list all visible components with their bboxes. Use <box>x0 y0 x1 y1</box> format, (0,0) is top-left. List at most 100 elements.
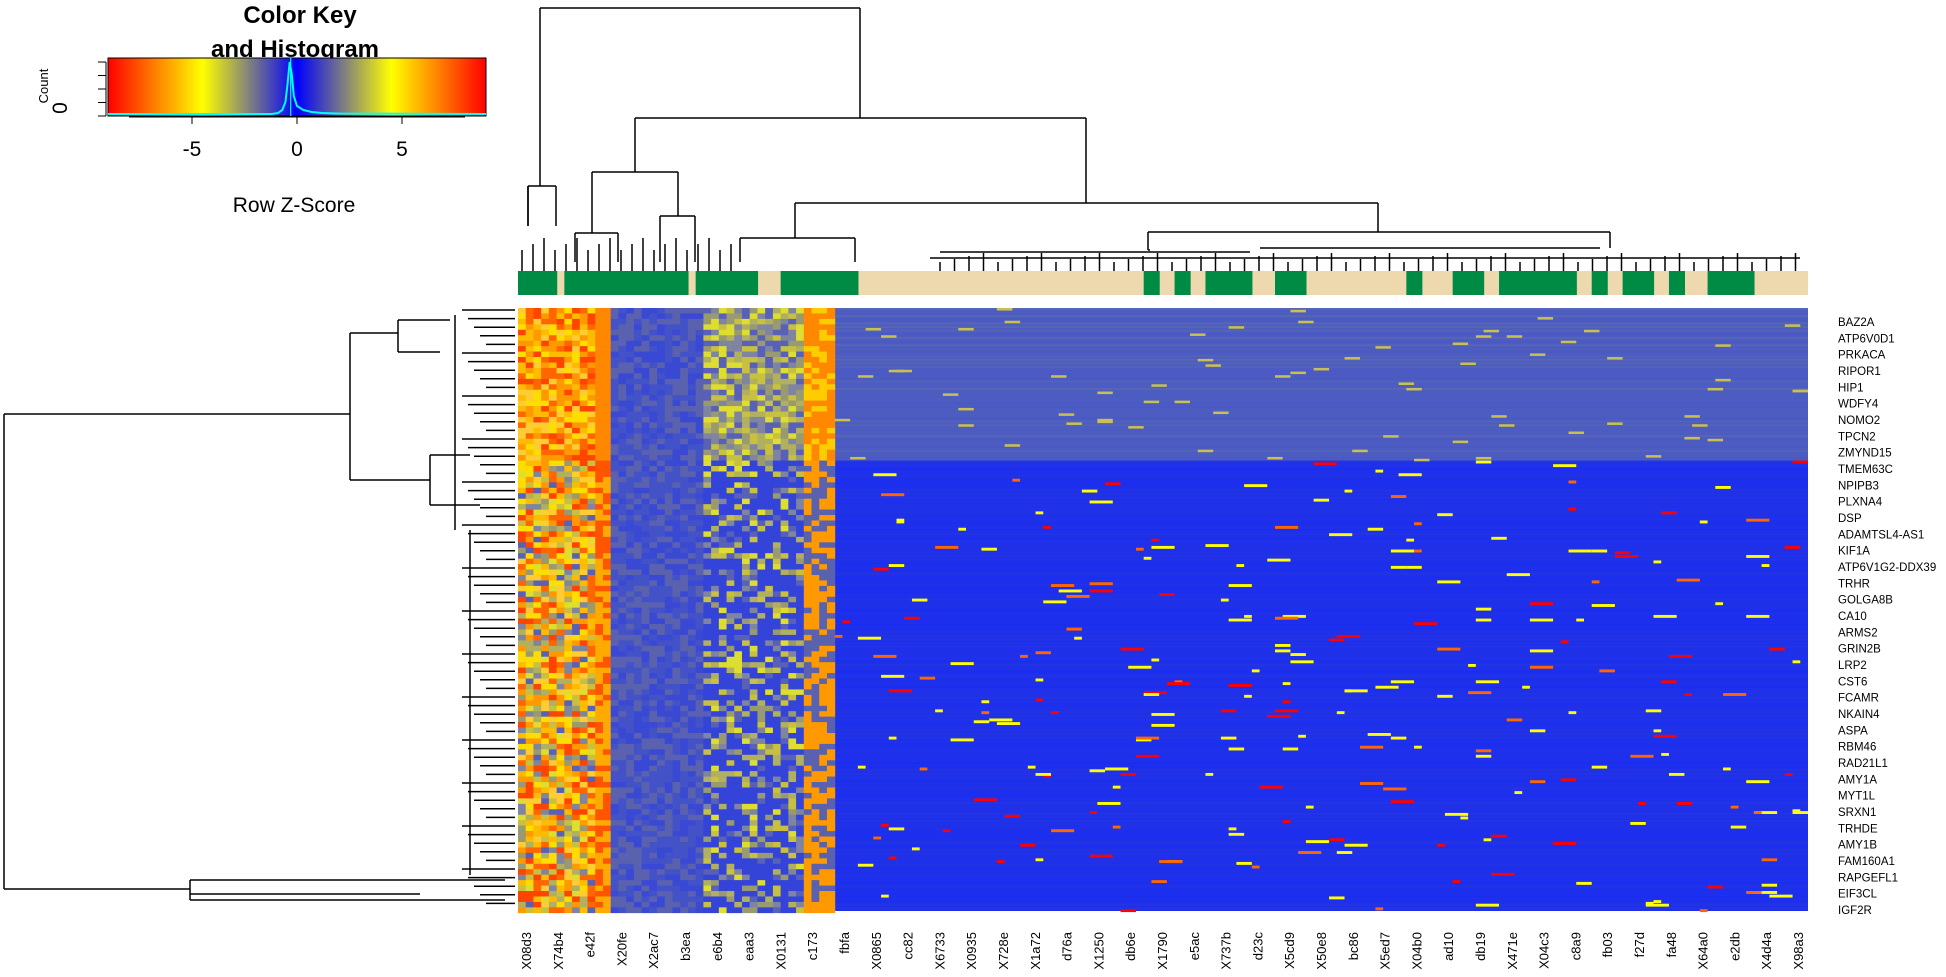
heatmap-cell <box>811 351 820 358</box>
heatmap-cell <box>780 574 789 581</box>
heatmap-cell <box>572 689 581 696</box>
heatmap-cell <box>749 885 758 892</box>
heatmap-cell <box>618 389 627 396</box>
heatmap-cell <box>819 329 828 336</box>
heatmap-cell <box>734 574 743 581</box>
annotation-cell <box>1275 271 1284 295</box>
heatmap-cell <box>664 662 673 668</box>
heatmap-cell <box>525 727 534 734</box>
heatmap-cell <box>703 613 712 619</box>
heatmap-cell <box>711 809 720 816</box>
heatmap-cell <box>533 367 542 374</box>
heatmap-cell <box>695 427 704 434</box>
heatmap-cell <box>680 782 689 788</box>
heatmap-cell <box>718 362 728 369</box>
heatmap-cell <box>742 694 751 701</box>
heatmap-cell <box>726 858 735 865</box>
heatmap-cell <box>657 907 666 914</box>
annotation-cell <box>834 271 844 295</box>
heatmap-cell <box>572 466 581 472</box>
heatmap-cell <box>757 792 766 799</box>
heatmap-row-stripe <box>834 536 1808 539</box>
heatmap-cell <box>618 558 627 565</box>
heatmap-cell <box>618 667 627 674</box>
heatmap-cell <box>626 787 635 794</box>
heatmap-cell <box>780 891 789 897</box>
heatmap-cell <box>564 318 573 325</box>
heatmap-cell <box>572 662 581 668</box>
heatmap-cell <box>703 852 712 859</box>
heatmap-cell <box>772 438 782 445</box>
heatmap-cell <box>757 460 766 467</box>
heatmap-cell <box>788 651 797 658</box>
heatmap-cell <box>772 466 782 472</box>
heatmap-cell <box>811 629 820 636</box>
heatmap-cell <box>772 389 782 396</box>
heatmap-cell <box>657 553 666 559</box>
heatmap-cell <box>595 776 604 783</box>
heatmap-cell <box>664 896 673 903</box>
heatmap-cell <box>811 847 820 854</box>
heatmap-cell <box>765 765 774 772</box>
heatmap-cell <box>533 885 542 892</box>
heatmap-row-stripe <box>834 751 1808 753</box>
heatmap-cell <box>618 318 627 325</box>
heatmap-cell <box>726 624 735 630</box>
heatmap-cell <box>610 553 619 559</box>
heatmap-cell <box>541 613 550 619</box>
heatmap-cell <box>626 357 635 363</box>
heatmap-cell <box>765 520 774 527</box>
heatmap-cell <box>641 673 650 679</box>
heatmap-cell <box>533 624 542 630</box>
heatmap-row-stripe <box>834 856 1808 859</box>
heatmap-cell <box>680 858 689 865</box>
heatmap-cell <box>765 831 774 837</box>
heatmap-cell <box>780 531 789 538</box>
heatmap-cell <box>564 596 573 603</box>
heatmap-cell <box>618 574 627 581</box>
heatmap-cell <box>633 362 643 369</box>
heatmap-cell <box>541 825 550 832</box>
heatmap-cell <box>718 531 728 538</box>
heatmap-cell <box>788 313 797 320</box>
heatmap-cell <box>610 907 619 914</box>
heatmap-cell <box>803 433 813 440</box>
heatmap-cell <box>602 624 612 630</box>
heatmap-cell <box>556 509 565 516</box>
heatmap-cell <box>556 618 565 625</box>
heatmap-cell <box>734 836 743 843</box>
heatmap-row-stripe <box>834 551 1808 554</box>
heatmap-cell <box>649 487 658 494</box>
heatmap-cell <box>765 798 774 805</box>
heatmap-cell <box>687 651 697 658</box>
heatmap-cell <box>602 760 612 766</box>
heatmap-cell <box>541 678 550 685</box>
heatmap-cell <box>734 689 743 696</box>
heatmap-cell <box>742 760 751 766</box>
heatmap-cell <box>718 634 728 641</box>
heatmap-cell <box>772 324 782 331</box>
heatmap-cell <box>525 738 534 745</box>
heatmap-cell <box>819 520 828 527</box>
heatmap-cell <box>564 536 573 543</box>
heatmap-cell <box>664 907 673 914</box>
heatmap-cell <box>564 678 573 685</box>
heatmap-cell <box>633 754 643 761</box>
heatmap-cell <box>595 433 604 440</box>
heatmap-cell <box>641 531 650 538</box>
heatmap-cell <box>649 667 658 674</box>
heatmap-cell <box>587 722 596 728</box>
heatmap-cell <box>672 798 681 805</box>
heatmap-cell <box>626 880 635 886</box>
heatmap-cell <box>811 689 820 696</box>
heatmap-cell <box>765 449 774 456</box>
heatmap-cell <box>718 591 728 598</box>
heatmap-cell <box>703 792 712 799</box>
heatmap-cell <box>672 705 681 712</box>
heatmap-cell <box>641 324 650 331</box>
heatmap-cell <box>726 433 735 440</box>
heatmap-cell <box>525 771 534 777</box>
heatmap-cell <box>826 362 836 369</box>
heatmap-cell <box>572 346 581 352</box>
heatmap-cell <box>734 444 743 450</box>
